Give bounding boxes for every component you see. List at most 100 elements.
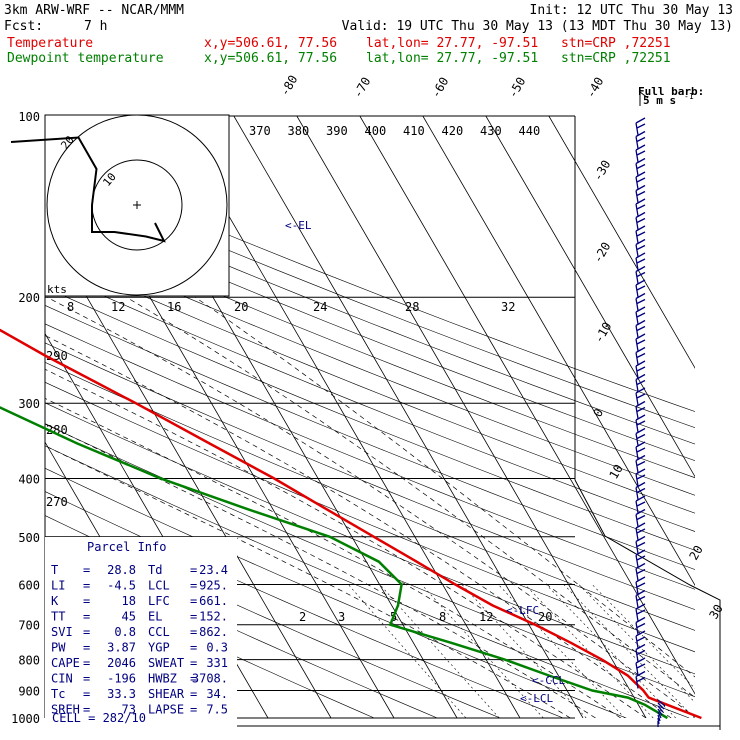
- theta-tick-label: 410: [403, 124, 425, 138]
- wind-barb-icon: [635, 171, 646, 190]
- dry-adiabat-line: [45, 402, 695, 675]
- isotherm-tick-label: 0: [590, 406, 606, 419]
- parcel-label: LFC: [148, 594, 170, 608]
- parcel-info-panel: Parcel Info T = 28.8 Td = 23.4LI = -4.5 LCL = 925.…: [45, 537, 237, 727]
- isotherm-tick-label: 30: [706, 602, 725, 622]
- theta-tick-label: 430: [480, 124, 502, 138]
- wind-barb-icon: [635, 279, 646, 298]
- legend-dewpoint-name: Dewpoint temperature: [7, 51, 164, 66]
- pressure-tick-label: 500: [18, 531, 40, 545]
- wind-barb-icon: [635, 414, 646, 433]
- parcel-label: CAPE: [51, 656, 80, 670]
- wind-key-exponent: -1: [684, 92, 694, 101]
- isotherm-tick-label: -10: [591, 320, 614, 346]
- isotherm-line: [45, 224, 332, 718]
- parcel-value: 331: [206, 656, 228, 670]
- dry-adiabat-line: [45, 361, 695, 631]
- parcel-value: 0.3: [206, 641, 228, 655]
- parcel-label: K: [51, 594, 59, 608]
- parcel-value: 2046: [107, 656, 136, 670]
- lcl-marker: <-LCL: [520, 692, 553, 705]
- theta-tick-label: 440: [519, 124, 541, 138]
- init-time: Init: 12 UTC Thu 30 May 13: [530, 3, 734, 18]
- wind-barb-icon: [635, 495, 646, 514]
- mixing-ratio-line: [348, 584, 467, 718]
- parcel-info-title: Parcel Info: [87, 540, 166, 554]
- mixing-ratio-line: [578, 584, 695, 703]
- legend-dewpoint-xy: x,y=506.61, 77.56: [204, 51, 337, 66]
- dry-adiabat-line: [45, 342, 695, 610]
- pressure-tick-label: 700: [18, 619, 40, 633]
- wind-barb-icon: [635, 670, 646, 689]
- wind-barbs: [635, 117, 666, 727]
- parcel-value: 3.87: [107, 641, 136, 655]
- parcel-cell-motion: CELL = 282/10: [52, 711, 146, 725]
- parcel-info-rows: T = 28.8 Td = 23.4LI = -4.5 LCL = 925.K = 18 LFC = 661.…: [51, 563, 228, 717]
- wind-barb-icon: [635, 184, 646, 203]
- pressure-tick-label: 1000: [11, 712, 40, 726]
- parcel-label: SHEAR: [148, 687, 185, 701]
- isotherm-tick-label: -50: [505, 75, 528, 101]
- parcel-label: SWEAT: [148, 656, 184, 670]
- parcel-equals: =: [190, 563, 197, 577]
- wind-barb-icon: [635, 643, 646, 662]
- wind-barb-icon: [635, 373, 646, 392]
- parcel-row: SVI = 0.8 CCL = 862.: [51, 625, 228, 639]
- dry-adiabat-line: [45, 157, 695, 412]
- dry-adiabat-line: [45, 172, 695, 428]
- dry-adiabat-line: [45, 187, 695, 445]
- pressure-tick-label: 100: [18, 110, 40, 124]
- parcel-row: T = 28.8 Td = 23.4: [51, 563, 228, 577]
- wind-key-barb-icon: [639, 91, 649, 106]
- wind-barb-icon: [635, 130, 646, 149]
- parcel-label: LCL: [148, 579, 170, 593]
- isotherm-tick-label: -40: [583, 75, 606, 101]
- hodograph: 20 10 kts: [10, 114, 230, 297]
- wind-barb-icon: [635, 211, 646, 230]
- wind-barb-icon: [635, 292, 646, 311]
- mixing-ratio-tick-label: 20: [234, 300, 248, 314]
- legend-dewpoint-latlon: lat,lon= 27.77, -97.51: [366, 51, 538, 66]
- parcel-equals: =: [190, 579, 197, 593]
- parcel-label: CCL: [148, 625, 170, 639]
- parcel-value: -4.5: [107, 579, 136, 593]
- wind-barb-icon: [657, 702, 665, 710]
- pressure-tick-label: 900: [18, 684, 40, 698]
- isotherm-line: [359, 116, 695, 695]
- parcel-equals: =: [190, 687, 197, 701]
- legend-temperature-stn: stn=CRP ,72251: [561, 36, 671, 51]
- parcel-value: 23.4: [199, 563, 228, 577]
- wind-barb-icon: [635, 333, 646, 352]
- valid-time: Valid: 19 UTC Thu 30 May 13 (13 MDT Thu …: [342, 19, 733, 34]
- parcel-equals: =: [190, 625, 197, 639]
- wind-barb-icon: [657, 699, 666, 707]
- parcel-equals: =: [83, 656, 90, 670]
- parcel-value: 862.: [199, 625, 228, 639]
- parcel-value: 661.: [199, 594, 228, 608]
- parcel-value: 28.8: [107, 563, 136, 577]
- mixing-ratio-tick-label: 3: [338, 610, 345, 624]
- parcel-label: HWBZ: [148, 672, 177, 686]
- hodograph-units: kts: [47, 283, 67, 296]
- parcel-equals: =: [83, 579, 90, 593]
- mixing-ratio-tick-label: 12: [111, 300, 125, 314]
- dry-adiabat-line: [45, 235, 695, 496]
- parcel-equals: =: [83, 672, 90, 686]
- forecast-label: Fcst:: [4, 19, 43, 34]
- temperature-profile: [0, 328, 702, 720]
- parcel-label: SREH: [51, 703, 80, 717]
- wind-barb-icon: [635, 508, 646, 527]
- hodograph-origin-icon: [133, 201, 141, 209]
- wind-barb-icon: [657, 714, 661, 722]
- dry-adiabat-line: [45, 305, 695, 570]
- parcel-label: YGP: [148, 641, 170, 655]
- el-marker: <-EL: [285, 219, 312, 232]
- mixing-ratio-line: [563, 584, 695, 718]
- wind-barb-icon: [635, 562, 646, 581]
- dry-adiabat-line: [45, 445, 690, 718]
- lfc-marker: <-LFC: [506, 604, 539, 617]
- legend-dewpoint-stn: stn=CRP ,72251: [561, 51, 671, 66]
- mixing-ratio-line: [461, 584, 587, 718]
- parcel-label: LAPSE: [148, 703, 184, 717]
